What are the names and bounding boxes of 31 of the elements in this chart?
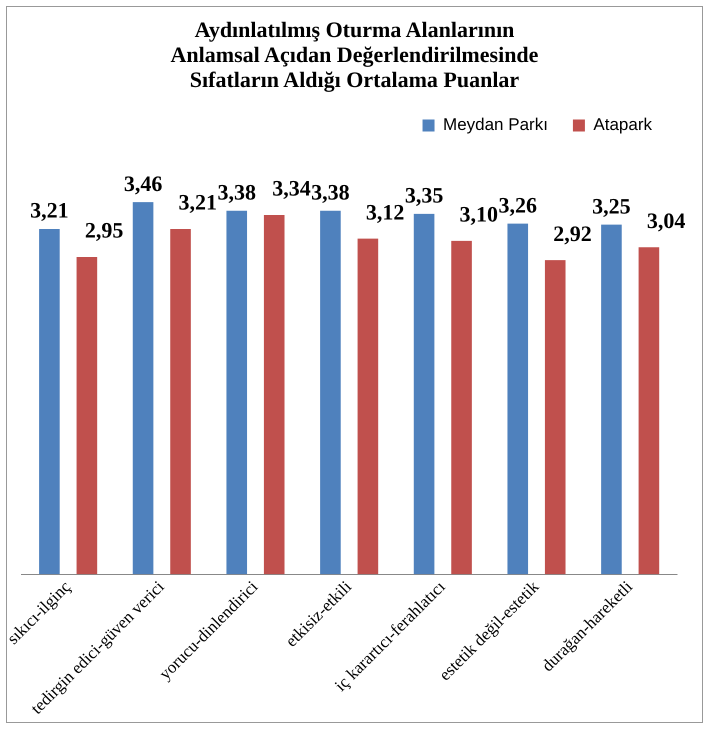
- data-label: 3,21: [30, 198, 69, 223]
- data-label: 3,21: [178, 190, 218, 215]
- bar: [358, 238, 378, 574]
- bar: [414, 214, 434, 574]
- bar: [132, 202, 154, 574]
- data-label: 3,12: [366, 199, 404, 224]
- data-label: 3,10: [460, 202, 498, 226]
- data-label: 3,04: [646, 208, 686, 233]
- data-label: 3,38: [311, 179, 350, 204]
- bar: [264, 215, 285, 574]
- bar: [76, 256, 98, 574]
- chart-title: Aydınlatılmış Oturma Alanlarının Anlamsal Açıdan Değerlendirilmesinde Sıfatların Aldığı Ortalama Puanlar: [170, 17, 540, 92]
- bar: [507, 224, 528, 574]
- data-label: 3,46: [124, 170, 162, 196]
- data-label: 2,92: [553, 220, 592, 246]
- data-label: 3,38: [217, 179, 256, 204]
- data-label: 3,25: [592, 193, 631, 218]
- data-label: 3,26: [498, 192, 538, 218]
- legend-label: Atapark: [593, 115, 652, 134]
- data-label: 3,34: [272, 176, 311, 201]
- bar: [451, 240, 472, 574]
- legend-label: Meydan Parkı: [443, 115, 548, 134]
- bar: [170, 228, 191, 574]
- bar: [39, 228, 60, 574]
- bar: [320, 210, 341, 574]
- bar: [544, 260, 566, 574]
- bar: [638, 247, 660, 574]
- bar: [601, 224, 622, 574]
- data-label: 2,95: [84, 218, 124, 243]
- bar: [226, 210, 248, 574]
- data-label: 3,35: [404, 182, 444, 208]
